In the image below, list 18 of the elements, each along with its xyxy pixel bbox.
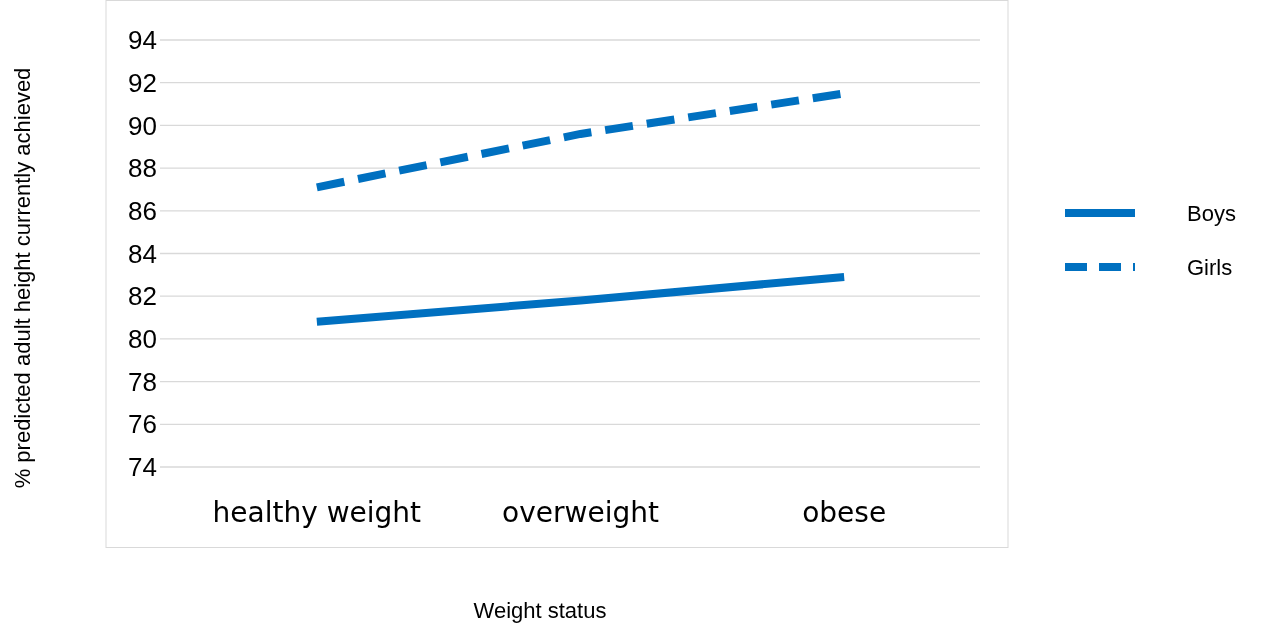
y-axis-title: % predicted adult height currently achieved: [10, 67, 35, 489]
y-tick-label: 84: [128, 238, 157, 269]
x-tick-label: obese: [802, 496, 887, 529]
y-tick-label: 88: [128, 153, 157, 184]
x-axis-title: Weight status: [473, 598, 607, 623]
x-tick-label: healthy weight: [212, 496, 422, 529]
y-tick-label: 90: [128, 110, 157, 141]
legend-label: Girls: [1187, 254, 1233, 280]
y-tick-label: 82: [128, 281, 157, 312]
y-tick-label: 78: [128, 366, 157, 397]
y-tick-label: 86: [128, 195, 157, 226]
y-tick-label: 92: [128, 67, 157, 98]
y-tick-label: 74: [128, 452, 157, 483]
y-tick-label: 94: [128, 25, 157, 56]
x-tick-label: overweight: [502, 496, 659, 529]
y-tick-label: 76: [128, 409, 157, 440]
legend-label: Boys: [1187, 200, 1236, 226]
y-tick-label: 80: [128, 324, 157, 354]
